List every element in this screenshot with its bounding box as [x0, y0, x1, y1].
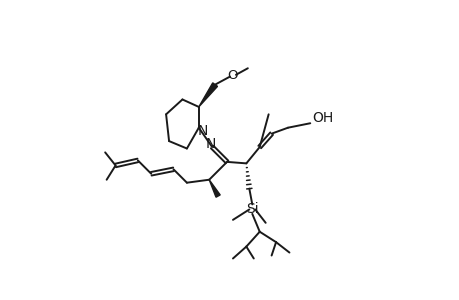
Text: O: O: [227, 69, 238, 82]
Text: N: N: [205, 137, 215, 151]
Text: N: N: [197, 124, 207, 138]
Text: OH: OH: [311, 111, 333, 125]
Text: Si: Si: [246, 202, 258, 216]
Polygon shape: [198, 83, 217, 107]
Polygon shape: [209, 180, 220, 197]
